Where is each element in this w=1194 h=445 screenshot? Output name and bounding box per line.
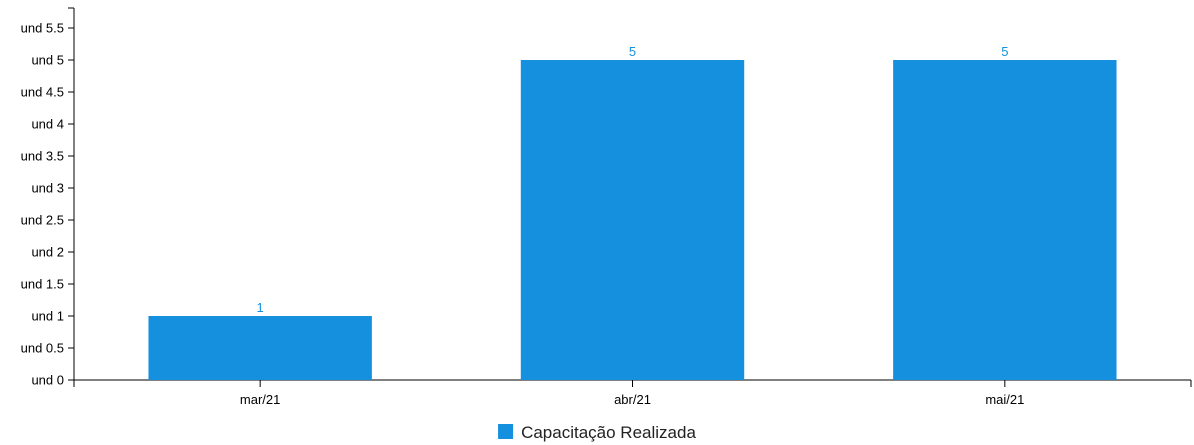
y-axis: und 0 und 0.5 und 1 und 1.5 und 2 und 2.5 und … [21, 7, 75, 388]
x-axis: mar/21 abr/21 mai/21 [73, 379, 1192, 407]
legend-label: Capacitação Realizada [521, 423, 696, 442]
y-tick-label: und 2.5 [21, 213, 64, 228]
data-label: 1 [257, 300, 264, 315]
x-tick-label: mar/21 [240, 392, 280, 407]
y-tick-label: und 0 [31, 373, 64, 388]
y-tick-label: und 4.5 [21, 85, 64, 100]
bar[interactable] [893, 60, 1117, 380]
data-label: 5 [629, 44, 636, 59]
bar[interactable] [520, 60, 745, 380]
x-tick-label: mai/21 [985, 392, 1024, 407]
legend-swatch [498, 424, 514, 439]
y-tick-label: und 0.5 [21, 341, 64, 356]
y-tick-label: und 1 [31, 309, 64, 324]
y-tick-label: und 3.5 [21, 149, 64, 164]
y-tick-label: und 5 [31, 53, 64, 68]
x-tick-label: abr/21 [614, 392, 651, 407]
data-label: 5 [1001, 44, 1008, 59]
bars [148, 60, 1117, 380]
bar[interactable] [148, 316, 372, 380]
legend[interactable]: Capacitação Realizada [498, 423, 696, 442]
y-tick-label: und 2 [31, 245, 64, 260]
y-tick-label: und 4 [31, 117, 64, 132]
y-tick-label: und 5.5 [21, 21, 64, 36]
y-tick-label: und 1.5 [21, 277, 64, 292]
data-labels: 1 5 5 [257, 44, 1009, 315]
y-tick-label: und 3 [31, 181, 64, 196]
